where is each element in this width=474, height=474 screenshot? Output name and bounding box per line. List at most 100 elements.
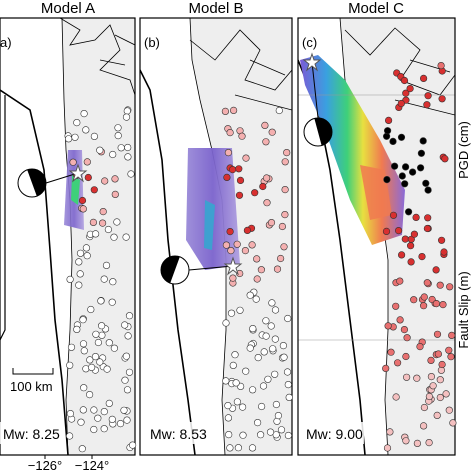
gnss-station xyxy=(257,431,265,439)
gnss-station xyxy=(97,322,106,330)
gnss-station xyxy=(403,334,411,342)
scale-bar xyxy=(12,368,54,375)
gnss-station xyxy=(275,106,283,115)
gnss-station xyxy=(242,367,250,375)
panel-label: a) xyxy=(0,35,12,50)
gnss-station xyxy=(280,353,288,361)
gnss-station xyxy=(418,253,426,261)
gnss-station xyxy=(271,335,279,343)
gnss-station xyxy=(392,302,400,310)
gnss-station xyxy=(226,129,234,137)
gnss-station xyxy=(233,398,241,406)
gnss-station xyxy=(389,211,398,219)
gnss-station xyxy=(108,298,116,306)
gnss-station xyxy=(80,109,88,118)
gnss-station xyxy=(425,439,433,447)
gnss-station xyxy=(425,392,434,401)
gnss-station xyxy=(113,218,121,226)
gnss-station xyxy=(82,126,90,134)
gnss-station xyxy=(263,174,271,182)
gnss-station xyxy=(392,393,400,401)
gnss-station xyxy=(221,107,229,115)
gnss-station xyxy=(283,149,291,157)
gnss-station xyxy=(259,382,268,390)
gnss-station xyxy=(412,213,420,221)
gnss-station xyxy=(65,432,74,440)
gnss-station xyxy=(398,251,406,259)
gnss-station xyxy=(78,445,86,453)
gnss-station xyxy=(402,437,410,445)
gnss-station xyxy=(387,348,395,356)
gnss-station xyxy=(69,158,77,166)
gnss-station xyxy=(254,419,262,427)
gnss-station xyxy=(285,393,293,402)
gnss-station xyxy=(229,361,237,370)
gnss-station xyxy=(222,319,230,327)
gnss-station xyxy=(440,248,448,256)
focal-mechanisms xyxy=(17,52,333,285)
gnss-station xyxy=(236,176,245,184)
gnss-station xyxy=(389,137,397,145)
map-panel-b xyxy=(140,18,292,455)
gnss-station xyxy=(79,406,87,414)
gnss-station xyxy=(278,222,287,231)
gnss-station xyxy=(420,403,429,412)
gnss-station xyxy=(121,321,129,329)
gnss-station xyxy=(397,99,405,108)
gnss-station xyxy=(86,356,94,364)
gnss-station xyxy=(281,211,289,219)
gnss-station xyxy=(403,373,411,381)
gnss-station xyxy=(400,326,409,334)
longitude-label: −126° xyxy=(28,458,62,473)
gnss-station xyxy=(262,332,270,340)
gnss-station xyxy=(284,431,293,440)
gnss-station xyxy=(438,95,446,103)
gnss-station xyxy=(446,283,454,291)
gnss-station xyxy=(420,293,428,301)
gnss-station xyxy=(94,414,102,422)
gnss-station xyxy=(110,344,118,352)
gnss-station xyxy=(267,322,275,330)
gnss-station xyxy=(432,300,441,308)
gnss-station xyxy=(225,431,233,439)
gnss-station xyxy=(80,347,88,355)
gnss-station xyxy=(97,297,105,305)
gnss-station xyxy=(439,301,447,309)
gnss-station xyxy=(79,205,87,213)
gnss-station xyxy=(272,400,281,409)
gnss-station xyxy=(125,368,134,376)
gnss-station xyxy=(120,406,128,414)
gnss-station xyxy=(448,331,456,340)
gnss-station xyxy=(284,381,292,389)
gnss-station xyxy=(224,414,232,422)
gnss-station xyxy=(224,402,232,410)
gnss-station xyxy=(227,247,235,255)
gnss-station xyxy=(83,252,91,260)
gnss-station xyxy=(98,331,106,339)
gnss-station xyxy=(117,144,125,152)
gnss-station xyxy=(73,325,81,334)
gnss-station xyxy=(246,291,254,299)
gnss-station xyxy=(281,158,289,166)
gnss-station xyxy=(395,227,403,235)
gnss-station xyxy=(432,266,440,274)
gnss-station xyxy=(427,356,435,365)
panel-frame xyxy=(139,17,293,456)
gnss-station xyxy=(235,191,244,199)
gnss-station xyxy=(447,353,455,361)
gnss-station xyxy=(384,127,392,135)
gnss-station xyxy=(383,444,392,452)
gnss-station xyxy=(84,173,92,182)
gnss-station xyxy=(260,348,268,356)
gnss-station xyxy=(396,277,404,285)
gnss-station xyxy=(229,274,237,282)
gnss-station xyxy=(258,402,266,411)
gnss-station xyxy=(277,426,286,434)
panel-label: (c) xyxy=(302,35,317,50)
gnss-station xyxy=(90,406,98,414)
gnss-station xyxy=(223,173,231,181)
gnss-station xyxy=(109,150,117,159)
gnss-station xyxy=(401,235,409,243)
gnss-station xyxy=(283,368,292,376)
gnss-station xyxy=(83,158,91,166)
